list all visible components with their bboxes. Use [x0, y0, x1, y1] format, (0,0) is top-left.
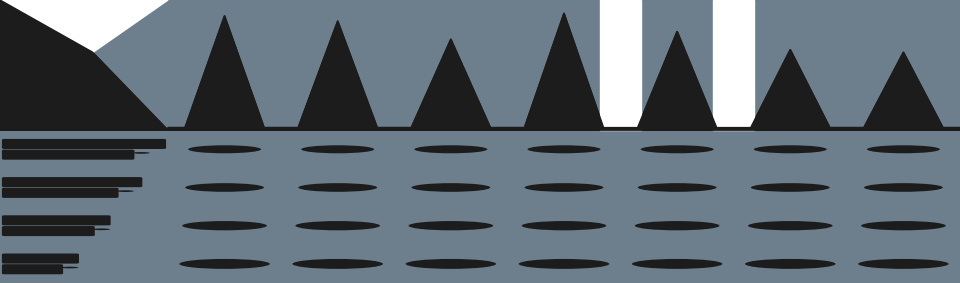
Polygon shape [168, 13, 960, 130]
Ellipse shape [858, 259, 948, 269]
Polygon shape [168, 13, 960, 130]
Ellipse shape [527, 145, 601, 153]
Polygon shape [0, 0, 168, 59]
Ellipse shape [296, 221, 380, 230]
Ellipse shape [409, 221, 493, 230]
Ellipse shape [521, 221, 607, 230]
Ellipse shape [182, 221, 267, 230]
Ellipse shape [93, 228, 110, 230]
FancyBboxPatch shape [2, 215, 110, 225]
Ellipse shape [867, 145, 940, 153]
Ellipse shape [415, 145, 488, 153]
Ellipse shape [751, 183, 829, 192]
FancyBboxPatch shape [2, 177, 142, 187]
Ellipse shape [180, 259, 270, 269]
FancyBboxPatch shape [2, 264, 63, 274]
Polygon shape [0, 0, 168, 130]
Ellipse shape [748, 221, 832, 230]
Ellipse shape [637, 183, 716, 192]
Ellipse shape [301, 145, 374, 153]
Ellipse shape [188, 145, 261, 153]
Ellipse shape [185, 183, 264, 192]
FancyBboxPatch shape [2, 226, 95, 236]
Ellipse shape [640, 145, 713, 153]
Polygon shape [0, 0, 168, 130]
FancyBboxPatch shape [2, 150, 134, 160]
FancyBboxPatch shape [2, 139, 166, 149]
Ellipse shape [132, 152, 150, 154]
Polygon shape [713, 0, 754, 130]
Ellipse shape [406, 259, 496, 269]
Ellipse shape [632, 259, 722, 269]
Ellipse shape [524, 183, 604, 192]
Ellipse shape [754, 145, 827, 153]
Ellipse shape [864, 183, 943, 192]
FancyBboxPatch shape [2, 188, 118, 198]
Ellipse shape [299, 183, 377, 192]
Ellipse shape [861, 221, 946, 230]
Ellipse shape [635, 221, 719, 230]
Ellipse shape [116, 190, 133, 192]
Ellipse shape [518, 259, 610, 269]
Ellipse shape [412, 183, 491, 192]
Ellipse shape [61, 267, 79, 268]
FancyBboxPatch shape [2, 254, 79, 263]
Ellipse shape [293, 259, 383, 269]
Ellipse shape [745, 259, 835, 269]
Polygon shape [600, 0, 641, 130]
